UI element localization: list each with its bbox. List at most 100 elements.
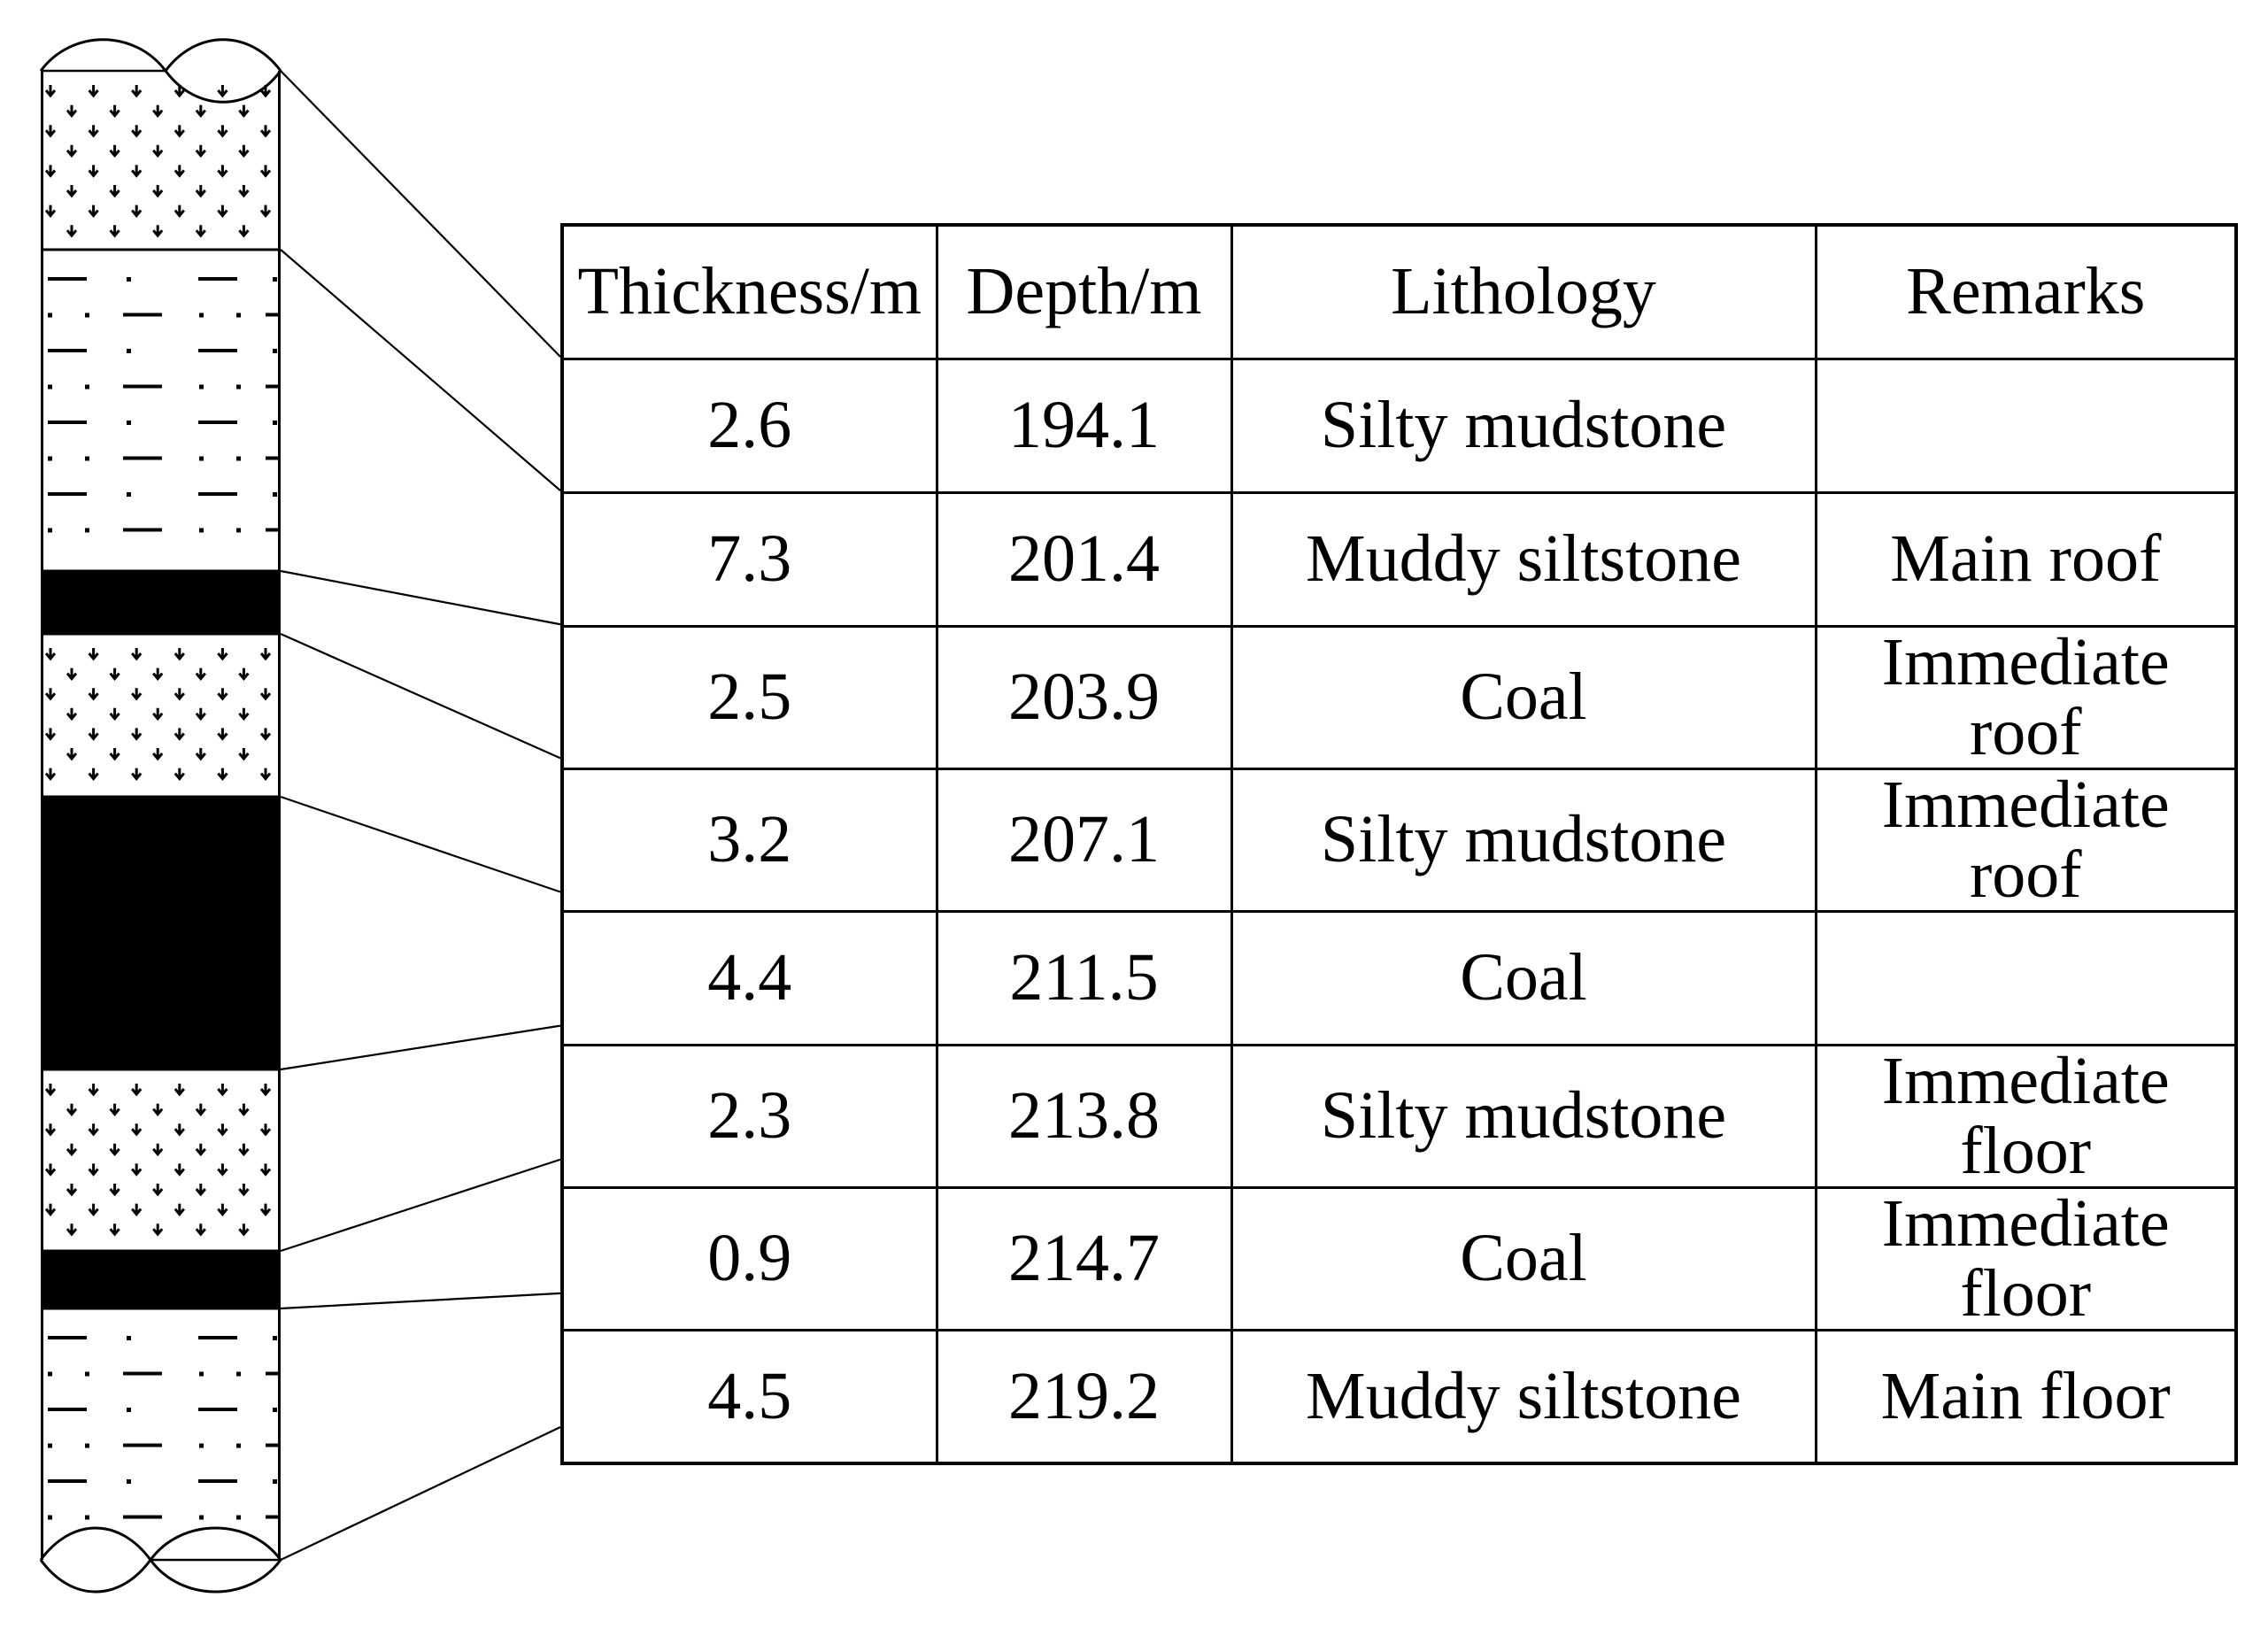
mudstone-dot (273, 1479, 277, 1484)
mudstone-dot (199, 1371, 204, 1377)
lithology-arrow-glyph (66, 185, 78, 198)
table-body: 2.6 194.1 Silty mudstone 7.3 201.4 Muddy silt… (560, 357, 2238, 1465)
cell-depth-row5: 211.5 (935, 909, 1233, 1046)
lithology-arrow-glyph (195, 1223, 206, 1237)
lithology-arrow-glyph (109, 748, 120, 761)
mudstone-dash (198, 1479, 237, 1483)
strat-section-coal-row3 (41, 571, 281, 634)
lithology-arrow-glyph (195, 185, 206, 198)
lithology-arrow-glyph (109, 707, 120, 722)
lithology-arrow-glyph (259, 648, 272, 661)
mudstone-dot (127, 1336, 131, 1340)
lithology-arrow-glyph (109, 104, 120, 118)
lithology-arrow-glyph (217, 728, 228, 741)
lithology-arrow-glyph (217, 165, 228, 178)
lithology-arrow-glyph (66, 104, 78, 118)
cell-thickness-row6: 2.3 (560, 1043, 938, 1189)
lithology-arrow-glyph (259, 165, 272, 178)
header-thickness: Thickness/m (560, 223, 938, 360)
lithology-arrow-glyph (259, 728, 272, 741)
lithology-arrow-glyph (174, 648, 185, 661)
mudstone-dot (199, 528, 204, 533)
cell-thickness-row1: 2.6 (560, 357, 938, 494)
lithology-arrow-glyph (238, 104, 250, 118)
cell-remarks-row5 (1814, 909, 2238, 1046)
lithology-arrow-glyph (195, 104, 206, 118)
cell-lithology-row7: Coal (1230, 1185, 1817, 1331)
lithology-arrow-glyph (44, 125, 57, 138)
table-row-5: 4.4 211.5 Coal (560, 909, 2238, 1046)
lithology-arrow-glyph (109, 1223, 120, 1237)
cell-lithology-row4: Silty mudstone (1230, 767, 1817, 913)
lithology-arrow-glyph (44, 1084, 57, 1097)
mudstone-dot (273, 1336, 277, 1340)
lithology-arrow-glyph (131, 1203, 143, 1216)
mudstone-dot (273, 421, 277, 425)
borehole-log-table: Thickness/m Depth/m Lithology Remarks 2.… (560, 223, 2238, 1466)
mudstone-dash (198, 421, 237, 424)
cell-thickness-row7: 0.9 (560, 1185, 938, 1331)
cell-lithology-row6: Silty mudstone (1230, 1043, 1817, 1189)
lithology-arrow-glyph (217, 768, 228, 781)
cell-thickness-row8: 4.5 (560, 1328, 938, 1465)
lithology-arrow-glyph (109, 1184, 120, 1197)
lithology-arrow-glyph (66, 1223, 78, 1237)
cell-depth-row2: 201.4 (935, 490, 1233, 628)
lithology-arrow-glyph (195, 1143, 206, 1157)
mudstone-dash (123, 456, 162, 460)
lithology-arrow-glyph (152, 1103, 164, 1116)
mudstone-dot (127, 1408, 131, 1412)
lithology-arrow-glyph (88, 125, 99, 138)
lithology-arrow-glyph (238, 668, 250, 681)
mudstone-dot (85, 313, 89, 318)
mudstone-dot (199, 456, 204, 461)
mudstone-dot (236, 384, 241, 390)
cell-depth-row8: 219.2 (935, 1328, 1233, 1465)
cell-thickness-row2: 7.3 (560, 490, 938, 628)
lithology-arrow-glyph (152, 1184, 164, 1197)
mudstone-dash (48, 1479, 87, 1483)
lithology-arrow-glyph (152, 748, 164, 761)
cell-depth-row7: 214.7 (935, 1185, 1233, 1331)
cell-thickness-row3: 2.5 (560, 624, 938, 770)
lithology-arrow-glyph (44, 165, 57, 178)
lithology-arrow-glyph (66, 748, 78, 761)
mudstone-dot (85, 384, 89, 390)
lithology-arrow-glyph (259, 1123, 272, 1137)
header-remarks: Remarks (1814, 223, 2238, 360)
top-break-wave (164, 38, 282, 72)
lithology-arrow-glyph (238, 1103, 250, 1116)
cell-lithology-row8: Muddy siltstone (1230, 1328, 1817, 1465)
cell-depth-row6: 213.8 (935, 1043, 1233, 1189)
correlation-line (280, 1024, 561, 1071)
mudstone-dot (236, 528, 241, 533)
lithology-arrow-glyph (131, 728, 143, 741)
lithology-arrow-glyph (131, 125, 143, 138)
mudstone-dot (273, 349, 277, 353)
lithology-arrow-glyph (195, 144, 206, 158)
mudstone-dot (127, 492, 131, 497)
mudstone-dash (266, 528, 281, 532)
cell-remarks-row2: Main roof (1814, 490, 2238, 628)
mudstone-dot (236, 1371, 241, 1377)
mudstone-dot (48, 313, 52, 318)
mudstone-dash (198, 349, 237, 352)
lithology-arrow-glyph (238, 1184, 250, 1197)
table-row-3: 2.5 203.9 Coal Immediate roof (560, 624, 2238, 770)
lithology-arrow-glyph (259, 1203, 272, 1216)
correlation-line (280, 569, 561, 626)
lithology-arrow-glyph (131, 648, 143, 661)
lithology-arrow-glyph (195, 1184, 206, 1197)
lithology-arrow-glyph (174, 1203, 185, 1216)
mudstone-dash (266, 1443, 281, 1447)
mudstone-dot (236, 1515, 241, 1520)
lithology-arrow-glyph (44, 648, 57, 661)
lithology-arrow-glyph (174, 125, 185, 138)
cell-lithology-row1: Silty mudstone (1230, 357, 1817, 494)
cell-remarks-row6: Immediate floor (1814, 1043, 2238, 1189)
lithology-arrow-glyph (259, 1084, 272, 1097)
lithology-arrow-glyph (88, 85, 99, 98)
lithology-arrow-glyph (44, 728, 57, 741)
lithology-arrow-glyph (88, 728, 99, 741)
